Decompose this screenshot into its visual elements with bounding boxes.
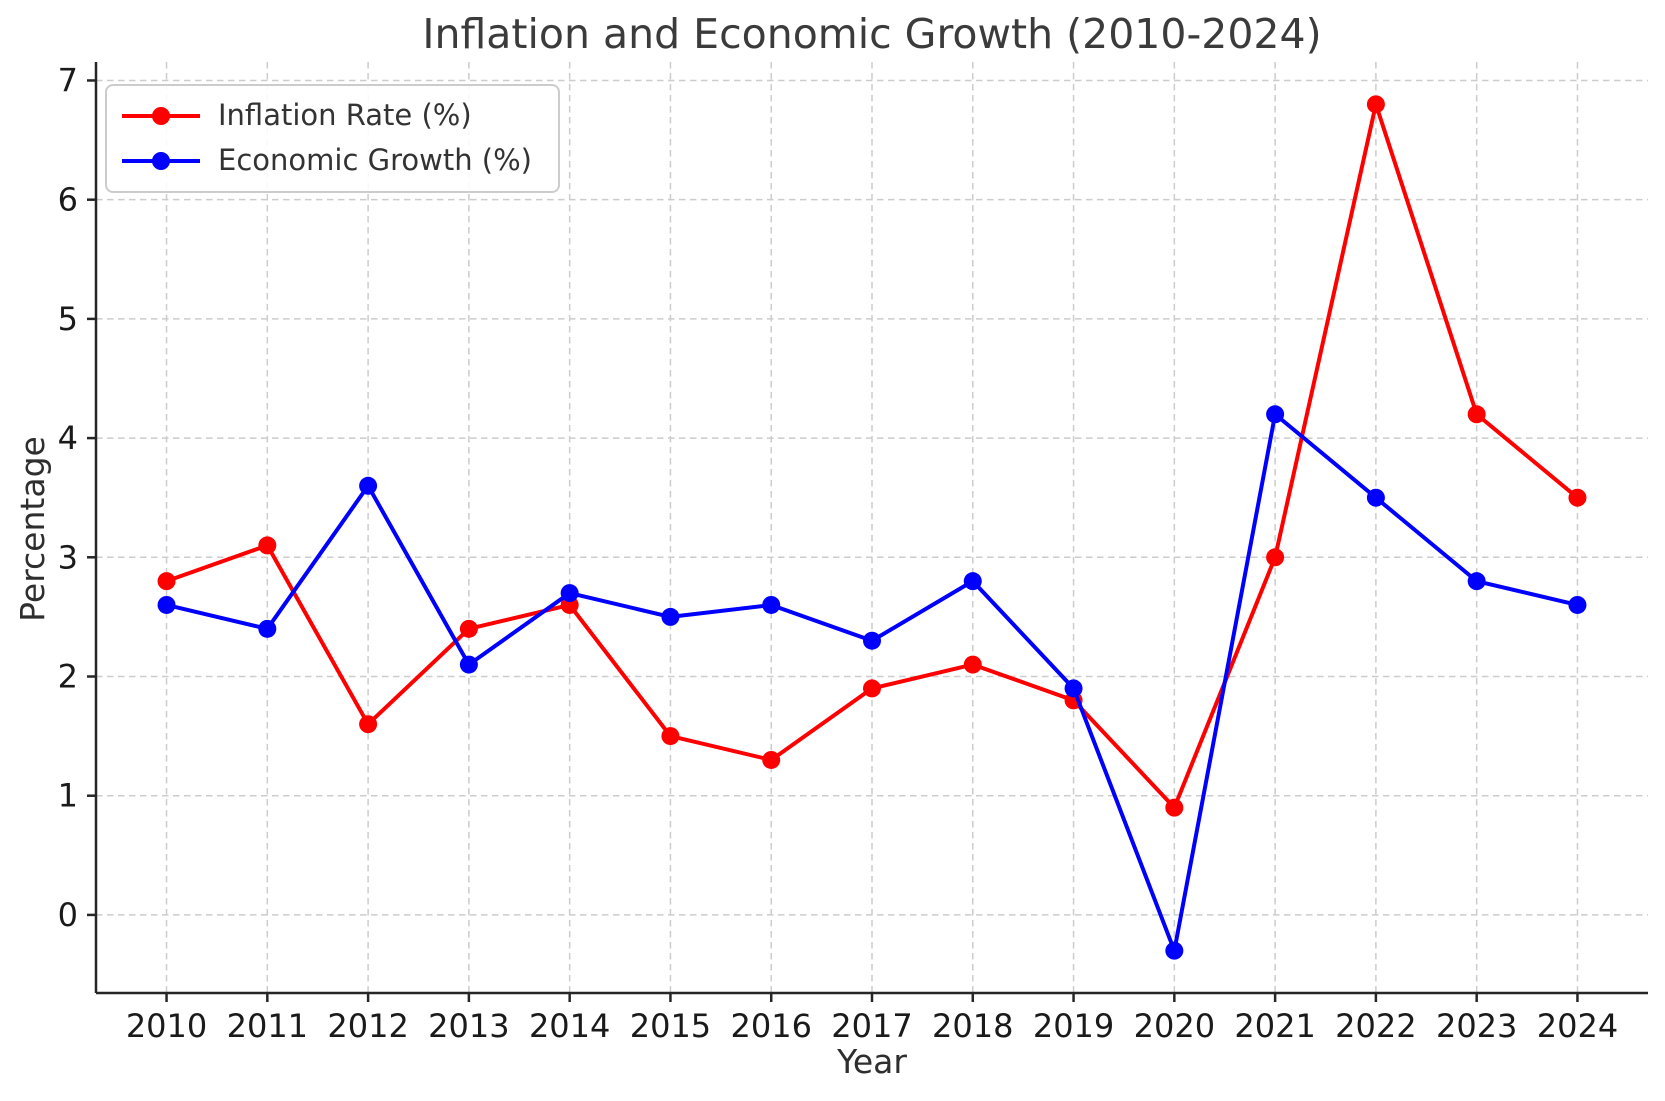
legend: Inflation Rate (%) Economic Growth (%) [105,84,560,193]
legend-dot-icon [152,106,170,125]
y-tick-label: 0 [58,896,78,934]
legend-item-economic-growth: Economic Growth (%) [122,143,532,178]
data-point [661,727,680,746]
legend-line-marker-icon [122,150,200,172]
x-tick-label: 2023 [1436,1007,1517,1045]
data-point [863,679,881,698]
data-point [1165,798,1184,817]
chart-title: Inflation and Economic Growth (2010-2024… [422,10,1322,58]
x-tick-label: 2019 [1033,1007,1114,1045]
legend-item-inflation-rate: Inflation Rate (%) [122,98,532,132]
data-point [560,584,579,603]
data-point [258,536,277,555]
data-point [258,619,277,638]
x-tick-label: 2012 [327,1007,408,1045]
y-tick-label: 4 [58,419,78,457]
data-point [1064,679,1083,698]
x-tick-label: 2018 [932,1007,1013,1045]
x-tick-label: 2013 [428,1007,509,1045]
legend-label-economic-growth: Economic Growth (%) [218,143,532,178]
data-point [661,607,680,626]
legend-dot-icon [152,152,170,171]
x-tick-label: 2020 [1134,1007,1215,1045]
data-point [863,631,881,650]
data-point [1568,595,1587,614]
x-tick-label: 2021 [1234,1007,1315,1045]
data-point [762,750,781,769]
data-point [1467,572,1486,591]
x-tick-label: 2011 [227,1007,308,1045]
y-tick-label: 6 [58,181,78,219]
data-point [157,572,176,591]
x-tick-label: 2010 [126,1007,207,1045]
data-point [1366,95,1385,114]
data-point [359,715,378,734]
y-tick-label: 3 [58,538,78,576]
x-tick-label: 2015 [630,1007,711,1045]
x-tick-label: 2016 [731,1007,812,1045]
data-point [1266,405,1285,424]
x-tick-label: 2022 [1335,1007,1416,1045]
y-axis-label: Percentage [13,436,52,622]
data-point [1366,488,1385,507]
data-point [1467,405,1486,424]
y-tick-label: 1 [58,777,78,815]
data-point [963,572,982,591]
legend-line-marker-icon [122,105,200,127]
y-tick-label: 7 [58,61,78,99]
x-tick-label: 2014 [529,1007,610,1045]
data-point [157,595,176,614]
x-axis-label: Year [837,1042,907,1081]
data-point [1165,941,1184,960]
x-tick-label: 2024 [1537,1007,1618,1045]
legend-label-inflation-rate: Inflation Rate (%) [218,98,472,132]
data-point [963,655,982,674]
y-tick-label: 2 [58,658,78,696]
data-point [1568,488,1587,507]
y-tick-label: 5 [58,300,78,338]
data-point [359,476,378,495]
x-tick-label: 2017 [831,1007,912,1045]
data-point [459,655,478,674]
data-point [459,619,478,638]
data-point [1266,548,1285,567]
data-point [762,595,781,614]
